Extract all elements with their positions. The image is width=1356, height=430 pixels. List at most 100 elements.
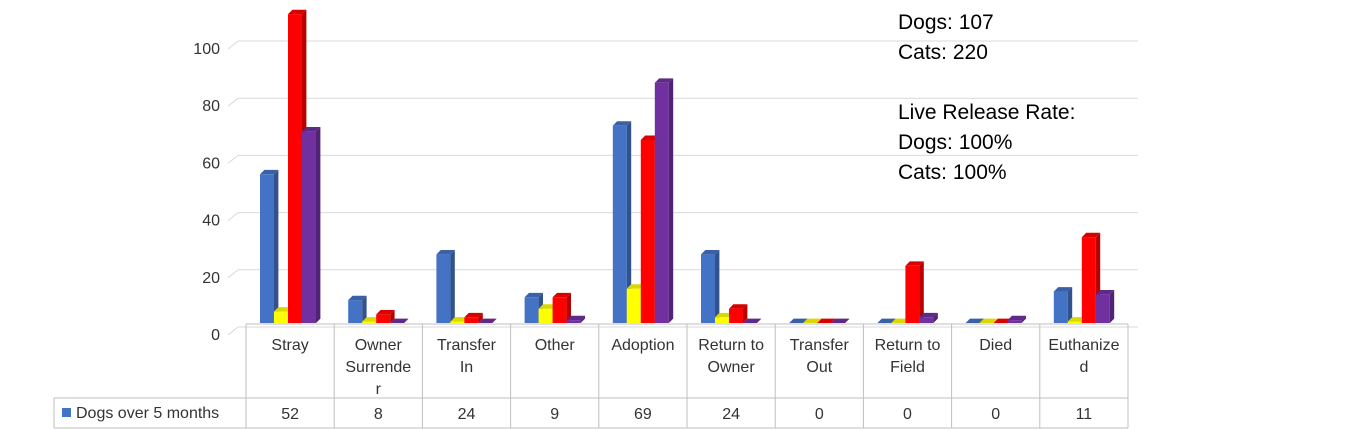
bar-side — [274, 169, 279, 323]
bar — [993, 318, 1012, 323]
bar — [1053, 287, 1073, 323]
bar-top — [362, 317, 381, 322]
category-label: Return to Field — [875, 337, 941, 376]
bar-side — [580, 315, 585, 323]
bar-side — [933, 312, 938, 323]
category-label-line: Adoption — [611, 337, 674, 354]
bar — [701, 249, 720, 323]
bar-side — [919, 261, 924, 323]
bar-front — [1067, 321, 1082, 323]
bar — [390, 318, 409, 323]
bar-front — [464, 317, 479, 323]
bar-front — [919, 317, 934, 323]
bar — [260, 169, 279, 323]
category-label-line: r — [376, 381, 382, 398]
bar-front — [552, 297, 567, 323]
category-label: Transfer In — [437, 337, 497, 376]
category-label-line: Surrende — [345, 359, 411, 376]
bar-top — [979, 318, 998, 323]
category-label: Transfer Out — [790, 337, 850, 376]
bar-top — [1095, 290, 1115, 295]
grid-line-diag — [227, 97, 239, 107]
category-label: Owner Surrende r — [345, 337, 411, 398]
bar — [1095, 290, 1115, 323]
table-cell-value: 0 — [991, 406, 1000, 423]
bar — [478, 318, 497, 323]
y-tick-label: 100 — [193, 41, 220, 58]
bar — [348, 295, 367, 323]
bar-top — [376, 310, 395, 315]
category-label-line: Died — [979, 337, 1012, 354]
bar — [979, 318, 998, 323]
y-tick-label: 80 — [202, 98, 220, 115]
grid-line-diag — [227, 212, 239, 221]
bar-top — [993, 318, 1012, 323]
bar — [729, 304, 748, 323]
bar-top — [302, 126, 321, 132]
table-cell-value: 0 — [903, 406, 912, 423]
bar-front — [274, 311, 288, 323]
grid-line-diag — [227, 326, 239, 336]
bar-front — [1007, 320, 1022, 323]
bar-side — [668, 78, 674, 323]
table-cell-value: 11 — [1076, 406, 1093, 423]
bar-top — [348, 295, 367, 301]
bar-top — [538, 304, 557, 309]
bar-front — [376, 314, 391, 323]
bar-front — [302, 131, 316, 323]
bar-top — [919, 312, 938, 318]
table-cell-value: 9 — [550, 406, 559, 423]
bar-front — [1095, 294, 1110, 323]
bar — [905, 261, 924, 323]
y-axis: 0 20 40 60 80 100 — [193, 41, 220, 344]
category-label: Stray — [271, 337, 308, 354]
grid-line-diag — [227, 155, 239, 164]
bar-top — [831, 318, 850, 323]
category-label-line: Euthanize — [1048, 337, 1119, 354]
bar-side — [715, 249, 720, 323]
bar-side — [1067, 287, 1073, 323]
bar-front — [905, 265, 920, 323]
table-cell-value: 69 — [634, 406, 652, 423]
category-label-line: d — [1079, 359, 1088, 376]
bar-front — [1053, 291, 1068, 323]
bar-top — [715, 312, 734, 318]
bar-top — [817, 318, 836, 323]
table-cell-value: 52 — [281, 406, 299, 423]
data-table: Stray Owner Surrende r Transfer In Other Adopti… — [53, 323, 1129, 429]
bar-front — [348, 300, 363, 323]
bar — [891, 318, 910, 323]
bar-top — [288, 9, 307, 15]
bar-top — [803, 318, 822, 323]
bar — [566, 315, 585, 323]
y-tick-label: 40 — [202, 213, 220, 230]
summary-notes: Dogs: 107 Cats: 220 Live Release Rate: D… — [898, 8, 1075, 188]
category-label: Adoption — [611, 337, 674, 354]
bar-top — [524, 292, 543, 298]
bar — [831, 318, 850, 323]
bar-front — [1081, 237, 1096, 323]
bar-front — [640, 139, 655, 323]
category-label-line: In — [460, 359, 473, 376]
category-label-line: Field — [890, 359, 925, 376]
bar-side — [478, 312, 483, 323]
bar — [877, 318, 896, 323]
bar — [965, 318, 984, 323]
bar-top — [1053, 287, 1073, 292]
category-label-line: Owner — [355, 337, 403, 354]
legend-key-dogs — [62, 408, 71, 417]
note-live-release-heading: Live Release Rate: — [898, 101, 1076, 124]
bar — [302, 126, 321, 323]
bar-top — [1067, 317, 1087, 322]
bar-top — [450, 317, 469, 322]
bar — [376, 310, 395, 323]
category-label: Died — [979, 337, 1012, 354]
bar — [436, 249, 455, 323]
bar-top — [478, 318, 497, 323]
bar-top — [612, 121, 632, 126]
bar-top — [464, 312, 483, 318]
note-spacer — [898, 68, 1075, 98]
bar-top — [274, 307, 293, 312]
bar-front — [626, 288, 641, 323]
